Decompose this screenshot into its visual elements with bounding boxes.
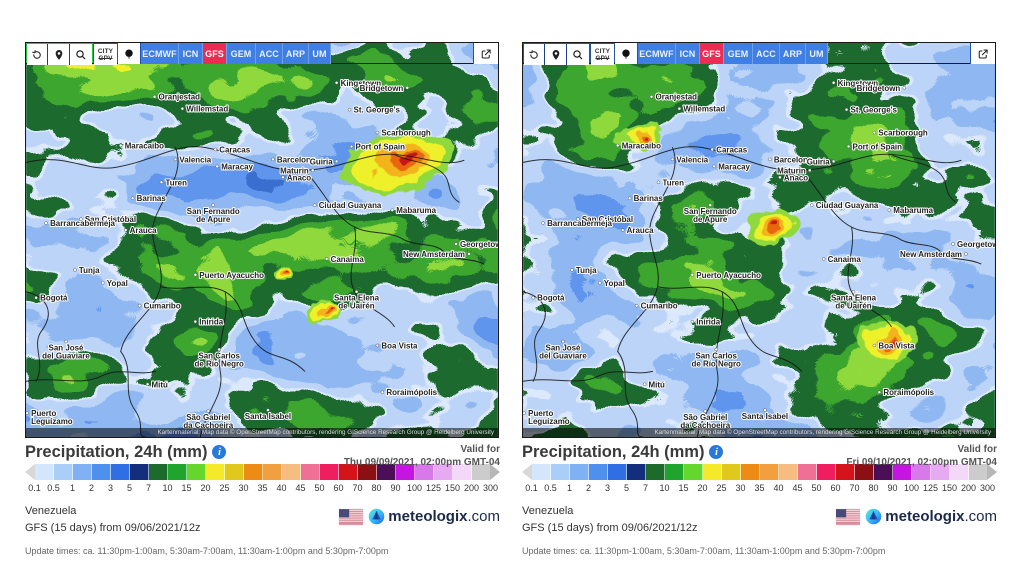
svg-text:Yopal: Yopal [107,279,128,288]
svg-text:Bogotá: Bogotá [537,294,565,303]
svg-text:Barrancabermeja: Barrancabermeja [547,219,612,228]
svg-text:de Apure: de Apure [196,215,231,224]
svg-text:Anaco: Anaco [784,173,808,182]
svg-text:Caracas: Caracas [219,145,250,154]
svg-text:Mabaruma: Mabaruma [396,206,436,215]
svg-text:Georgetown: Georgetown [460,240,498,249]
svg-text:Mitú: Mitú [649,380,665,389]
svg-text:de Uairén: de Uairén [835,302,871,311]
svg-text:Guiria: Guiria [310,157,334,166]
svg-text:Willemstad: Willemstad [186,105,228,114]
svg-text:Puerto Ayacucho: Puerto Ayacucho [696,271,761,280]
svg-text:Cumaribo: Cumaribo [641,302,678,311]
svg-text:Scarborough: Scarborough [878,129,928,138]
svg-text:Arauca: Arauca [627,226,654,235]
svg-text:Boa Vista: Boa Vista [381,341,418,350]
svg-text:Valencia: Valencia [676,155,708,164]
svg-text:Maracay: Maracay [718,162,750,171]
svg-text:New Amsterdam: New Amsterdam [403,250,465,259]
svg-text:Willemstad: Willemstad [683,105,725,114]
svg-text:Oranjestad: Oranjestad [656,93,698,102]
svg-text:St. George's: St. George's [851,106,898,115]
svg-text:Inírida: Inírida [696,318,720,327]
svg-text:Barrancabermeja: Barrancabermeja [50,219,115,228]
svg-text:Ciudad Guayana: Ciudad Guayana [319,201,382,210]
svg-text:Roraimópolis: Roraimópolis [883,388,934,397]
svg-text:de Apure: de Apure [693,215,728,224]
svg-text:New Amsterdam: New Amsterdam [900,250,962,259]
svg-text:Georgetown: Georgetown [957,240,995,249]
svg-text:Port of Spain: Port of Spain [356,142,406,151]
svg-text:del Guaviare: del Guaviare [42,351,90,360]
svg-text:Barinas: Barinas [634,194,664,203]
svg-text:del Guaviare: del Guaviare [539,351,587,360]
svg-text:Valencia: Valencia [179,155,211,164]
svg-text:Bridgetown: Bridgetown [857,84,901,93]
svg-text:Roraimópolis: Roraimópolis [386,388,437,397]
svg-text:Leguízamo: Leguízamo [528,417,570,426]
svg-text:Mitú: Mitú [152,380,168,389]
svg-text:Barinas: Barinas [137,194,167,203]
svg-text:Turen: Turen [165,178,187,187]
svg-text:Anaco: Anaco [287,173,311,182]
svg-text:Bogotá: Bogotá [40,294,68,303]
svg-text:Port of Spain: Port of Spain [853,142,903,151]
svg-text:Santa Isabel: Santa Isabel [742,412,788,421]
svg-text:de Río Negro: de Río Negro [195,359,245,368]
svg-text:Maracaibo: Maracaibo [125,141,164,150]
svg-text:de Río Negro: de Río Negro [692,359,742,368]
svg-text:Canaima: Canaima [331,255,365,264]
svg-text:Santa Isabel: Santa Isabel [245,412,291,421]
svg-text:Guiria: Guiria [807,157,831,166]
svg-text:Cumaribo: Cumaribo [144,302,181,311]
svg-text:Inírida: Inírida [199,318,223,327]
svg-text:St. George's: St. George's [354,106,401,115]
svg-text:Ciudad Guayana: Ciudad Guayana [816,201,879,210]
svg-text:Oranjestad: Oranjestad [159,93,201,102]
svg-text:Bridgetown: Bridgetown [360,84,404,93]
svg-text:Boa Vista: Boa Vista [878,341,915,350]
svg-text:Arauca: Arauca [130,226,157,235]
svg-text:Maracaibo: Maracaibo [622,141,661,150]
svg-text:Tunja: Tunja [576,266,597,275]
svg-text:Caracas: Caracas [716,145,747,154]
svg-text:Tunja: Tunja [79,266,100,275]
svg-text:de Uairén: de Uairén [338,302,374,311]
svg-text:Canaima: Canaima [828,255,862,264]
svg-text:Maracay: Maracay [221,162,253,171]
svg-text:Scarborough: Scarborough [381,129,431,138]
svg-text:Turen: Turen [662,178,684,187]
svg-text:Leguízamo: Leguízamo [31,417,73,426]
svg-text:Puerto Ayacucho: Puerto Ayacucho [199,271,264,280]
svg-text:Mabaruma: Mabaruma [893,206,933,215]
svg-text:Yopal: Yopal [604,279,625,288]
